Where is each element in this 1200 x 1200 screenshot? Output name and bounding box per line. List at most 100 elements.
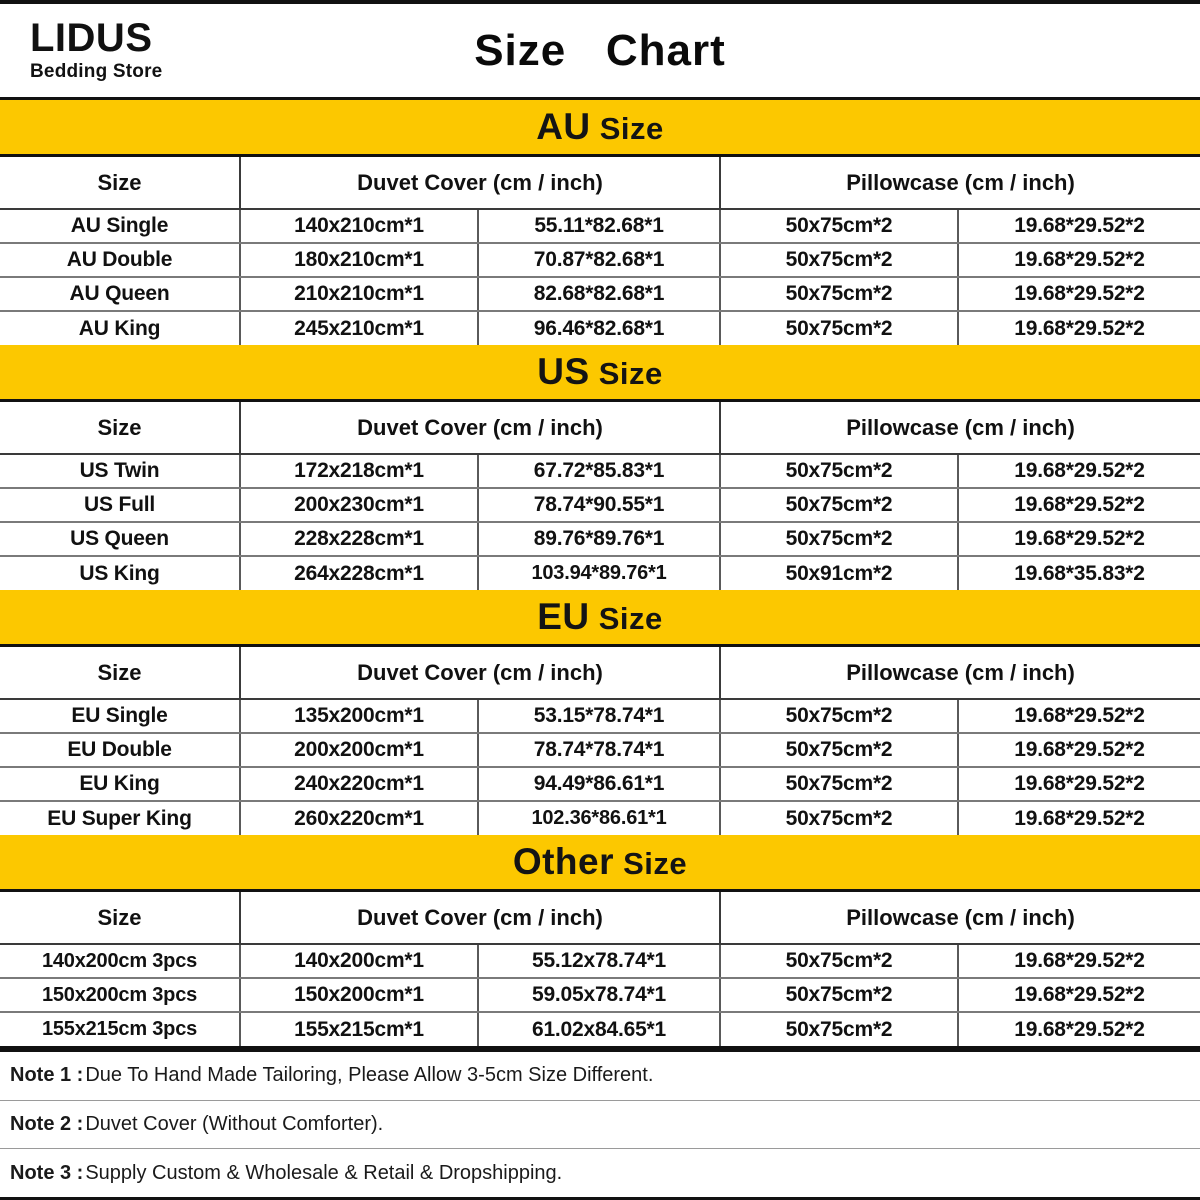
cell-pillow-cm: 50x75cm*2 [720,733,959,768]
cell-pillow-inch: 19.68*29.52*2 [958,243,1200,278]
table-row: US King 264x228cm*1 103.94*89.76*1 50x91cm*… [0,556,1200,590]
cell-duvet-cm: 245x210cm*1 [240,311,479,345]
table-row: AU Single 140x210cm*1 55.11*82.68*1 50x75cm… [0,209,1200,244]
cell-pillow-cm: 50x75cm*2 [720,767,959,802]
size-section: AU Size Size Duvet Cover (cm / inch) Pillow… [0,100,1200,345]
cell-duvet-cm: 260x220cm*1 [240,801,479,835]
cell-pillow-inch: 19.68*29.52*2 [958,801,1200,835]
section-table-wrap: Size Duvet Cover (cm / inch) Pillowcase (c… [0,157,1200,345]
section-table-wrap: Size Duvet Cover (cm / inch) Pillowcase (c… [0,892,1200,1049]
section-band-title: Other Size [513,841,687,883]
cell-duvet-inch: 78.74*90.55*1 [478,488,721,523]
section-table-wrap: Size Duvet Cover (cm / inch) Pillowcase (c… [0,647,1200,835]
cell-size: US Queen [0,522,241,557]
cell-size: AU Double [0,243,241,278]
section-band: AU Size [0,100,1200,157]
column-header-size: Size [0,892,241,945]
cell-duvet-inch: 94.49*86.61*1 [478,767,721,802]
section-band-region: US [537,351,590,392]
note-text: Supply Custom & Wholesale & Retail & Dro… [85,1161,563,1184]
cell-pillow-inch: 19.68*29.52*2 [958,733,1200,768]
cell-duvet-cm: 264x228cm*1 [240,556,479,590]
cell-pillow-cm: 50x75cm*2 [720,243,959,278]
cell-size: EU Single [0,699,241,734]
section-band-suffix: Size [589,601,663,636]
brand-name: LIDUS [30,16,153,60]
section-band-region: EU [537,596,590,637]
cell-duvet-cm: 200x200cm*1 [240,733,479,768]
cell-duvet-cm: 172x218cm*1 [240,454,479,489]
table-row: US Twin 172x218cm*1 67.72*85.83*1 50x75cm*2… [0,454,1200,489]
size-table: Size Duvet Cover (cm / inch) Pillowcase (c… [0,892,1200,1046]
column-header-pillowcase: Pillowcase (cm / inch) [720,402,1200,455]
table-row: EU Single 135x200cm*1 53.15*78.74*1 50x75cm… [0,699,1200,734]
cell-duvet-cm: 210x210cm*1 [240,277,479,312]
cell-size: US Full [0,488,241,523]
note-row: Note 2 : Duvet Cover (Without Comforter)… [0,1101,1200,1150]
column-header-size: Size [0,647,241,700]
cell-pillow-cm: 50x91cm*2 [720,556,959,590]
size-table: Size Duvet Cover (cm / inch) Pillowcase (c… [0,157,1200,345]
cell-duvet-cm: 228x228cm*1 [240,522,479,557]
note-row: Note 3 : Supply Custom & Wholesale & Ret… [0,1149,1200,1197]
cell-duvet-inch: 70.87*82.68*1 [478,243,721,278]
cell-duvet-inch: 103.94*89.76*1 [478,556,721,590]
section-band-region: Other [512,841,615,882]
note-label: Note 3 : [10,1161,84,1184]
cell-pillow-inch: 19.68*29.52*2 [958,311,1200,345]
section-band-title: EU Size [537,596,663,638]
cell-pillow-cm: 50x75cm*2 [720,522,959,557]
brand-logo: LIDUS Bedding Store [30,18,162,81]
cell-duvet-inch: 59.05x78.74*1 [478,978,721,1013]
table-row: AU King 245x210cm*1 96.46*82.68*1 50x75cm*2… [0,311,1200,345]
table-header-row: Size Duvet Cover (cm / inch) Pillowcase (c… [0,402,1200,455]
table-row: 150x200cm 3pcs 150x200cm*1 59.05x78.74*1 50… [0,978,1200,1013]
column-header-duvet-cover: Duvet Cover (cm / inch) [240,402,721,455]
cell-pillow-cm: 50x75cm*2 [720,277,959,312]
section-band-region: AU [536,106,591,147]
cell-size: EU King [0,767,241,802]
brand-subtitle: Bedding Store [30,61,163,82]
note-label: Note 2 : [10,1113,84,1135]
cell-pillow-cm: 50x75cm*2 [720,699,959,734]
note-row: Note 1 : Due To Hand Made Tailoring, Ple… [0,1052,1200,1101]
table-row: EU King 240x220cm*1 94.49*86.61*1 50x75cm*2… [0,767,1200,802]
cell-duvet-inch: 55.12x78.74*1 [478,944,721,979]
cell-pillow-cm: 50x75cm*2 [720,978,959,1013]
cell-duvet-cm: 150x200cm*1 [240,978,479,1013]
section-band: US Size [0,345,1200,402]
section-band: Other Size [0,835,1200,892]
column-header-size: Size [0,402,241,455]
note-label: Note 1 : [10,1064,84,1087]
column-header-duvet-cover: Duvet Cover (cm / inch) [240,892,721,945]
notes-container: Note 1 : Due To Hand Made Tailoring, Ple… [0,1049,1200,1197]
size-section: Other Size Size Duvet Cover (cm / inch) Pil… [0,835,1200,1049]
cell-size: 140x200cm 3pcs [0,944,241,979]
cell-size: US King [0,556,241,590]
table-header-row: Size Duvet Cover (cm / inch) Pillowcase (c… [0,157,1200,210]
cell-size: EU Super King [0,801,241,835]
note-text: Duvet Cover (Without Comforter). [85,1113,384,1135]
size-section: EU Size Size Duvet Cover (cm / inch) Pillow… [0,590,1200,835]
cell-pillow-inch: 19.68*29.52*2 [958,454,1200,489]
cell-pillow-cm: 50x75cm*2 [720,944,959,979]
column-header-size: Size [0,157,241,210]
cell-size: US Twin [0,454,241,489]
size-table: Size Duvet Cover (cm / inch) Pillowcase (c… [0,402,1200,590]
table-row: EU Super King 260x220cm*1 102.36*86.61*1 50… [0,801,1200,835]
cell-duvet-inch: 61.02x84.65*1 [478,1012,721,1046]
column-header-duvet-cover: Duvet Cover (cm / inch) [240,157,721,210]
cell-size: 155x215cm 3pcs [0,1012,241,1046]
cell-pillow-cm: 50x75cm*2 [720,454,959,489]
cell-duvet-cm: 140x200cm*1 [240,944,479,979]
table-row: 155x215cm 3pcs 155x215cm*1 61.02x84.65*1 50… [0,1012,1200,1046]
section-band-title: AU Size [536,106,664,148]
table-header-row: Size Duvet Cover (cm / inch) Pillowcase (c… [0,647,1200,700]
cell-duvet-inch: 55.11*82.68*1 [478,209,721,244]
column-header-pillowcase: Pillowcase (cm / inch) [720,892,1200,945]
cell-pillow-inch: 19.68*29.52*2 [958,767,1200,802]
size-section: US Size Size Duvet Cover (cm / inch) Pillow… [0,345,1200,590]
table-header-row: Size Duvet Cover (cm / inch) Pillowcase (c… [0,892,1200,945]
table-row: US Full 200x230cm*1 78.74*90.55*1 50x75cm*2… [0,488,1200,523]
